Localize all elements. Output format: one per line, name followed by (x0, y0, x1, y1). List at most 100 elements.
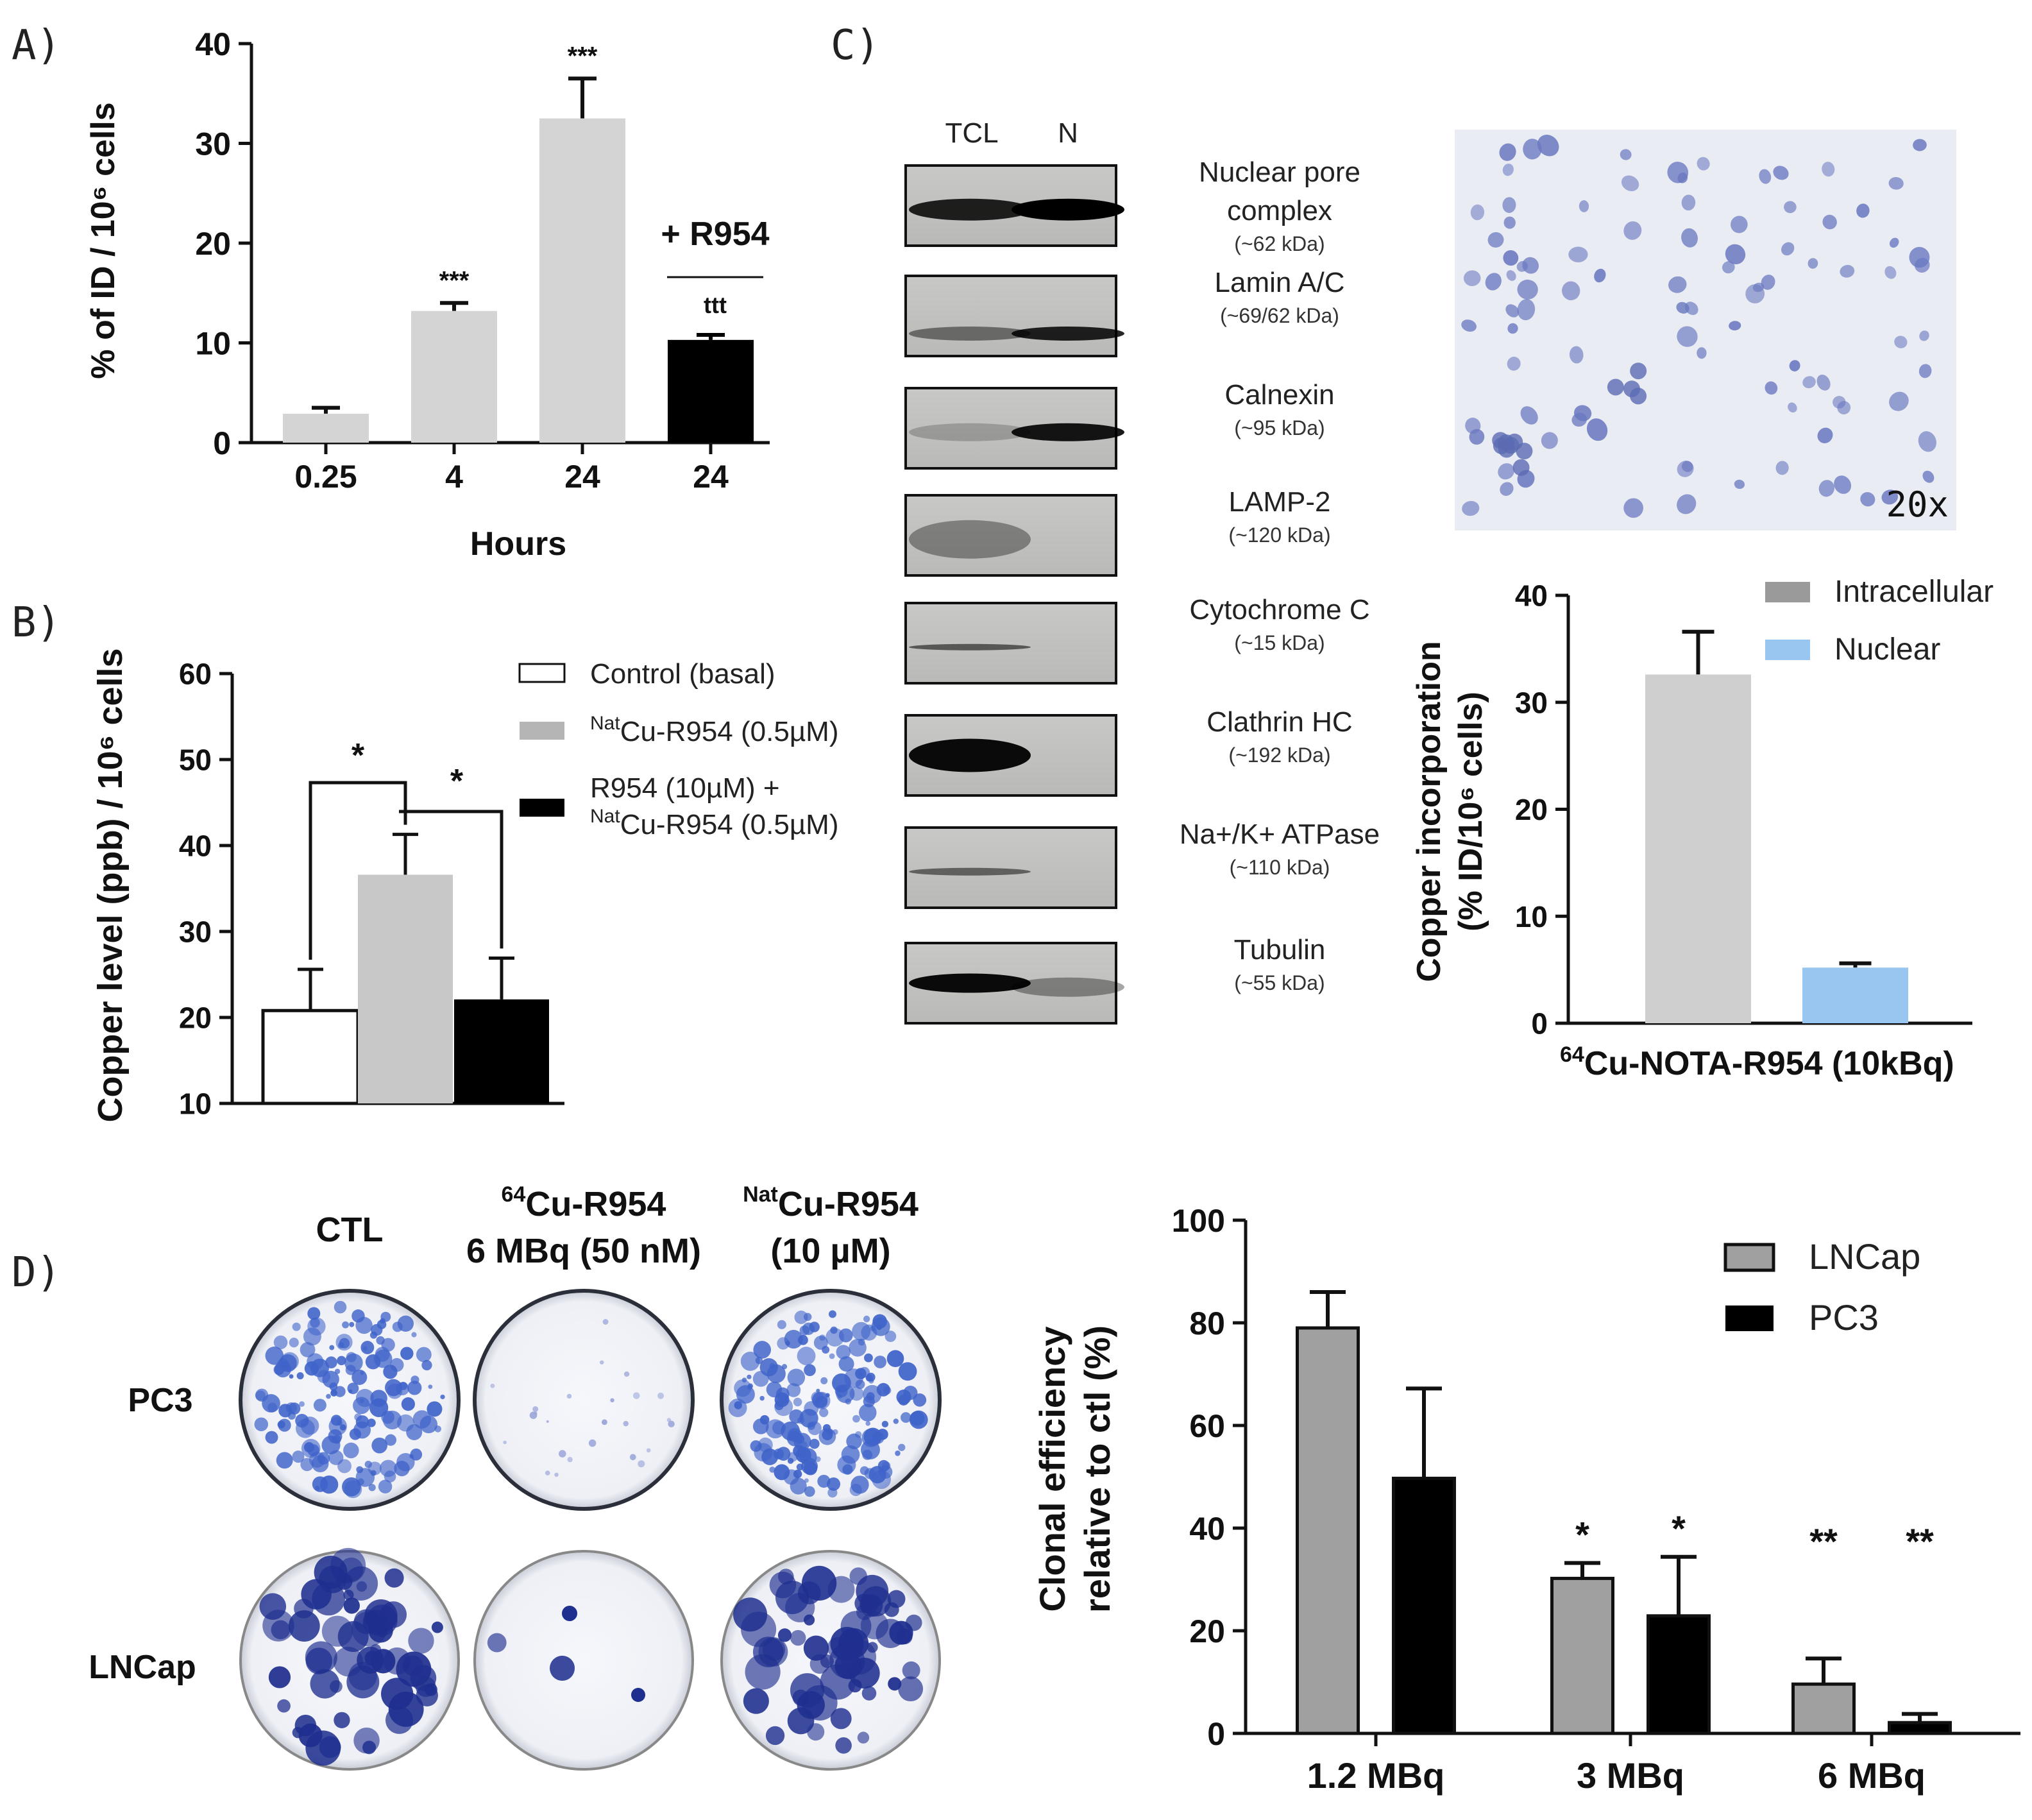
blot-labels: Nuclear pore complex (~62 kDa) Lamin A/C (~6… (1180, 157, 1380, 994)
legend-swatch-intracellular (1765, 582, 1810, 602)
colony (334, 1386, 346, 1397)
cell-nucleus (1834, 475, 1852, 494)
colony (832, 1373, 851, 1393)
chart-d-annotation: * (1672, 1508, 1686, 1549)
cell-nucleus (1922, 470, 1935, 483)
blot-band-tcl-0 (909, 198, 1031, 221)
cell-nucleus (1499, 143, 1516, 161)
colony (354, 1413, 362, 1421)
cell-nucleus (1541, 432, 1558, 449)
cell-nucleus (1734, 479, 1745, 489)
chart-d-legend: LNCap PC3 (1723, 1236, 1920, 1338)
petri-dish (473, 1289, 695, 1511)
cell-cluster (1630, 387, 1647, 405)
chart-d-xtick-label: 6 MBq (1818, 1755, 1926, 1796)
blot-band-n-2 (1012, 423, 1124, 441)
colony (838, 1356, 854, 1372)
chart-d-annotation: ** (1906, 1521, 1934, 1561)
colony (353, 1421, 371, 1439)
colony (490, 1383, 495, 1388)
colony (310, 1318, 320, 1328)
colony (857, 1731, 870, 1744)
cell-nucleus (1697, 347, 1707, 359)
chart-b-ylabel: Copper level (ppb) / 10⁶ cells (91, 648, 130, 1122)
colony (314, 1485, 320, 1491)
blot-strip-6 (904, 826, 1117, 909)
legend-natcu-sup: Nat (590, 713, 620, 734)
colony (752, 1370, 769, 1387)
blot-band-tcl-3 (909, 520, 1031, 559)
cell-nucleus (1918, 364, 1932, 378)
colony (895, 1450, 901, 1456)
colony (545, 1470, 550, 1476)
colony (901, 1412, 911, 1423)
colony (774, 1392, 790, 1408)
cell-nucleus (1684, 302, 1698, 316)
chart-d-bar-PC3 (1888, 1721, 1952, 1735)
cell-nucleus (1667, 162, 1689, 183)
colony (882, 1461, 891, 1470)
cell-nucleus (1517, 279, 1538, 300)
chart-d-xtick-label: 1.2 MBq (1307, 1755, 1445, 1796)
colony (427, 1401, 443, 1417)
legend-swatch-r954 (520, 799, 564, 817)
blot-protein-name: Calnexin (1224, 379, 1334, 411)
plate-header-0: CTL (316, 1211, 384, 1249)
blot-band-n-1 (1012, 327, 1124, 341)
colony (384, 1568, 404, 1588)
cell-nucleus (1487, 232, 1504, 248)
chart-d-bar-LNCap (1296, 1326, 1360, 1735)
colony (902, 1661, 920, 1680)
colony (820, 1377, 828, 1384)
legend-r954-text: Cu-R954 (0.5µM) (620, 809, 839, 840)
colony (268, 1666, 291, 1688)
colony (769, 1467, 775, 1473)
row-label-pc3: PC3 (128, 1382, 192, 1419)
colony (790, 1629, 806, 1646)
colony (567, 1456, 573, 1463)
colony (861, 1686, 877, 1701)
chart-d-ytick-label: 60 (1189, 1408, 1225, 1444)
plate-header-text: Cu-R954 (525, 1185, 666, 1223)
colony (849, 1483, 862, 1497)
colony (803, 1635, 829, 1661)
colony (840, 1611, 872, 1642)
cell-nucleus (1520, 406, 1538, 425)
chart-d-ytick-label: 80 (1189, 1305, 1225, 1341)
colony (278, 1404, 292, 1418)
chart-c-xlabel-sup: 64 (1560, 1042, 1584, 1067)
chart-a-ylabel: % of ID / 10⁶ cells (85, 102, 122, 378)
colony (752, 1418, 769, 1434)
colony (905, 1614, 922, 1631)
colony (368, 1484, 376, 1492)
colony (829, 1643, 865, 1679)
colony (872, 1314, 887, 1329)
cell-nucleus (1913, 139, 1927, 151)
colony (864, 1353, 873, 1363)
chart-a-ytick-label: 30 (195, 126, 231, 162)
cell-nucleus (1574, 405, 1592, 421)
blot-band-tcl-6 (909, 867, 1031, 876)
colony (411, 1332, 417, 1338)
cell-nucleus (1729, 321, 1741, 331)
colony (755, 1357, 763, 1365)
blot-protein-kda: (~192 kDa) (1228, 744, 1330, 767)
colony (265, 1431, 278, 1444)
cell-nucleus (1860, 492, 1875, 507)
plate-header-1: 64Cu-R954 (502, 1182, 666, 1223)
blot-strip-4 (904, 602, 1117, 685)
blot-protein-kda: (~95 kDa) (1234, 416, 1325, 439)
cell-nucleus (1822, 162, 1835, 177)
chart-a-bar-3 (668, 339, 754, 443)
colony (819, 1408, 829, 1418)
colony (367, 1418, 376, 1427)
chart-d-bar-LNCap (1791, 1682, 1856, 1735)
colony (362, 1346, 368, 1351)
chart-b-bar-2 (454, 999, 549, 1103)
chart-d-axes: 0 20 40 60 80 100 1.2 MBq 3 MBq 6 MBq (1172, 1203, 2020, 1796)
blot-band-n-0 (1012, 198, 1124, 221)
colony (262, 1394, 280, 1413)
colony (380, 1311, 391, 1322)
cell-nucleus (1503, 216, 1516, 229)
